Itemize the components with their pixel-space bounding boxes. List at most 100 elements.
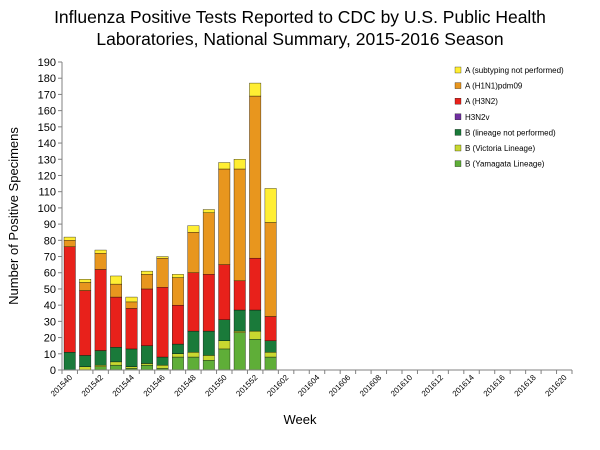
bar-segment-201550-s1 <box>218 340 231 350</box>
legend-swatch <box>454 160 462 167</box>
y-tick-label: 0 <box>50 365 56 377</box>
x-tick-label: 201552 <box>234 373 260 399</box>
legend-label: B (Victoria Lineage) <box>465 144 535 153</box>
chart-title-line-1: Influenza Positive Tests Reported to CDC… <box>54 7 546 27</box>
y-tick-label: 140 <box>38 138 56 150</box>
bar-segment-201549-s4 <box>202 274 215 332</box>
bar-segment-201544-s4 <box>125 308 138 350</box>
bar-segment-201549-s5 <box>202 212 215 275</box>
x-tick-label: 201618 <box>513 373 539 399</box>
legend-swatch <box>454 113 462 120</box>
x-tick-label: 201608 <box>358 373 384 399</box>
bar-segment-201548-s4 <box>187 272 200 332</box>
legend-swatch <box>454 66 462 74</box>
y-tick-label: 160 <box>38 106 56 118</box>
bar-segment-201545-s4 <box>141 288 153 346</box>
bar-segment-201545-s6 <box>141 270 153 275</box>
x-tick-label: 201544 <box>111 373 137 399</box>
bar-group <box>63 82 277 371</box>
bar-segment-201551-s5 <box>233 168 246 282</box>
axes <box>61 62 572 371</box>
bar-segment-201548-s6 <box>187 225 200 233</box>
bar-segment-201543-s4 <box>110 296 122 348</box>
legend-label: B (lineage not performed) <box>465 128 556 137</box>
bar-segment-201551-s6 <box>233 159 246 170</box>
y-tick-label: 10 <box>44 349 56 361</box>
y-tick-label: 180 <box>38 73 56 85</box>
x-tick-label: 201620 <box>543 373 569 399</box>
bar-segment-201544-s2 <box>125 348 138 367</box>
x-tick-label: 201546 <box>142 373 168 399</box>
y-tick-label: 20 <box>44 333 56 345</box>
legend-swatch <box>454 98 462 105</box>
legend-label: A (H3N2) <box>465 97 498 106</box>
bar-segment-201540-s4 <box>63 246 76 353</box>
bar-segment-201548-s5 <box>187 232 200 273</box>
x-tick-label: 201616 <box>482 373 508 399</box>
bar-segment-201550-s0 <box>218 348 231 371</box>
bar-segment-201601-s5 <box>264 222 277 317</box>
bar-segment-201545-s1 <box>141 363 153 366</box>
bar-segment-201540-s6 <box>63 236 76 241</box>
bar-segment-201549-s2 <box>202 330 215 356</box>
x-tick-label: 201604 <box>296 373 322 399</box>
bar-segment-201547-s0 <box>172 356 184 371</box>
y-ticks: 0 10 20 30 40 50 60 70 80 90 100 110 120 130 140 150 160… <box>38 57 62 377</box>
bar-segment-201542-s5 <box>94 253 107 270</box>
x-ticks: 201540 201542 201544 201546 201548 201550 2015… <box>49 370 573 399</box>
bar-segment-201551-s2 <box>233 309 246 332</box>
bar-segment-201550-s5 <box>218 168 231 265</box>
bar-segment-201542-s2 <box>94 350 107 366</box>
x-tick-label: 201548 <box>173 373 199 399</box>
legend: A (subtyping not performed) A (H1N1)pdm09… <box>454 66 564 169</box>
chart-title: Influenza Positive Tests Reported to CDC… <box>0 6 600 50</box>
legend-label: B (Yamagata Lineage) <box>465 160 545 169</box>
bar-segment-201601-s1 <box>264 351 277 358</box>
bar-segment-201547-s6 <box>172 274 184 278</box>
bar-segment-201543-s1 <box>110 361 122 366</box>
y-tick-label: 30 <box>44 316 56 328</box>
bar-segment-201550-s6 <box>218 162 231 170</box>
y-tick-label: 90 <box>44 219 56 231</box>
bar-segment-201543-s6 <box>110 275 122 285</box>
bar-segment-201549-s1 <box>202 355 215 361</box>
bar-segment-201550-s4 <box>218 264 231 320</box>
bar-segment-201552-s0 <box>249 339 262 371</box>
y-tick-label: 80 <box>44 235 56 247</box>
x-tick-label: 201550 <box>203 373 229 399</box>
legend-swatch <box>454 82 462 89</box>
y-tick-label: 110 <box>38 187 56 199</box>
y-tick-label: 130 <box>38 154 56 166</box>
bar-segment-201542-s6 <box>94 249 107 254</box>
x-tick-label: 201612 <box>420 373 446 399</box>
x-tick-label: 201610 <box>389 373 415 399</box>
bar-segment-201550-s2 <box>218 319 231 341</box>
x-tick-label: 201606 <box>327 373 353 399</box>
bar-segment-201552-s1 <box>249 330 262 340</box>
bar-segment-201546-s1 <box>156 364 169 369</box>
bar-segment-201551-s4 <box>233 280 246 311</box>
bar-segment-201545-s5 <box>141 274 153 290</box>
y-tick-label: 120 <box>38 170 56 182</box>
bar-segment-201601-s4 <box>264 316 277 342</box>
bar-segment-201544-s5 <box>125 301 138 309</box>
bar-segment-201551-s0 <box>233 332 246 371</box>
legend-swatch <box>454 129 462 136</box>
bar-segment-201549-s0 <box>202 360 215 371</box>
y-tick-label: 70 <box>44 252 56 264</box>
bar-segment-201541-s6 <box>79 279 92 283</box>
chart-title-line-2: Laboratories, National Summary, 2015-201… <box>96 29 504 49</box>
y-axis-title: Number of Positive Specimens <box>6 127 21 305</box>
bar-segment-201546-s6 <box>156 256 169 259</box>
bar-segment-201542-s4 <box>94 269 107 351</box>
y-tick-label: 170 <box>38 89 56 101</box>
bar-segment-201544-s1 <box>125 366 138 369</box>
bar-segment-201543-s2 <box>110 347 122 363</box>
bar-segment-201541-s2 <box>79 355 92 367</box>
y-tick-label: 150 <box>38 122 56 134</box>
y-tick-label: 60 <box>44 268 56 280</box>
bar-segment-201541-s5 <box>79 282 92 291</box>
bar-segment-201549-s6 <box>202 209 215 213</box>
legend-label: A (H1N1)pdm09 <box>465 82 523 91</box>
bar-segment-201547-s1 <box>172 353 184 358</box>
